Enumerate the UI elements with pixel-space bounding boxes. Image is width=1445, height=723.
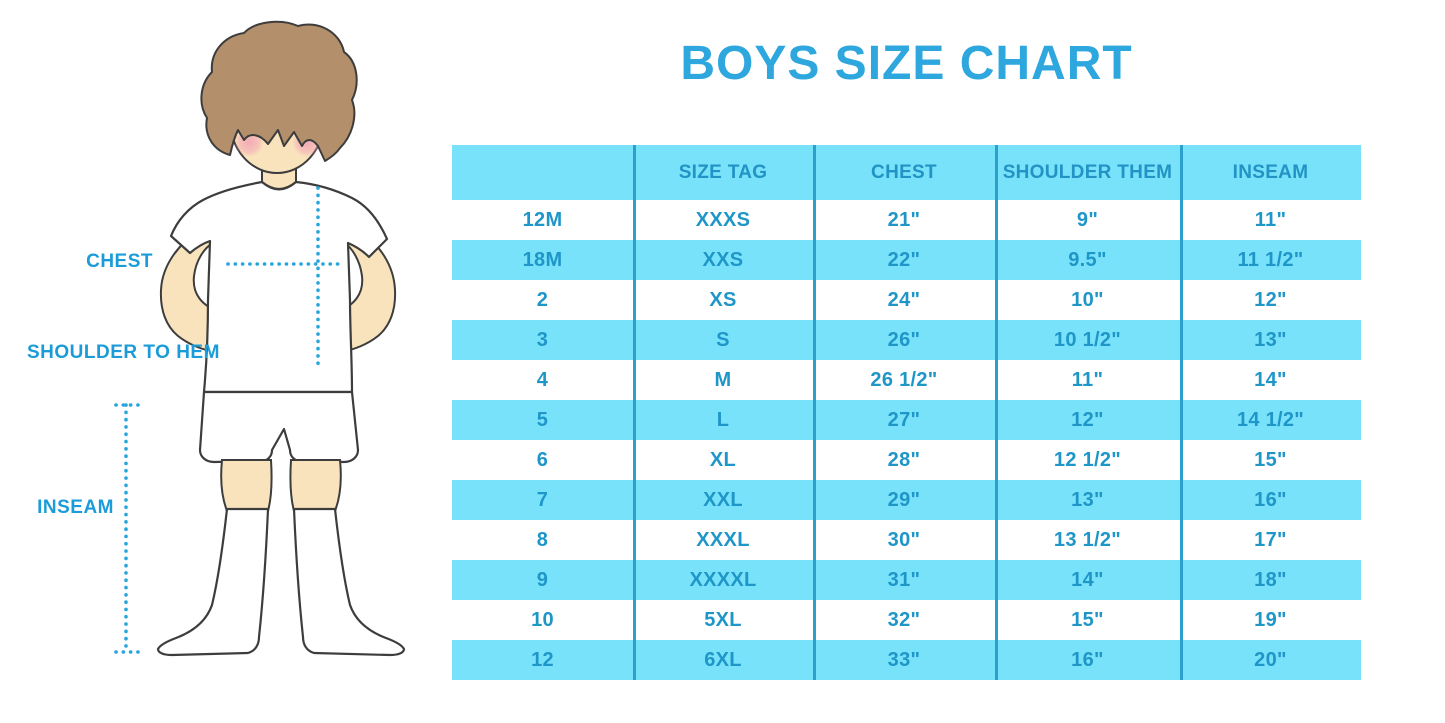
table-cell: 13 1/2" bbox=[995, 520, 1180, 560]
tshirt bbox=[169, 180, 389, 394]
table-cell: 3 bbox=[452, 320, 633, 360]
table-cell: 12" bbox=[995, 400, 1180, 440]
table-cell: 7 bbox=[452, 480, 633, 520]
right-leg bbox=[289, 459, 342, 512]
table-cell: 15" bbox=[995, 600, 1180, 640]
table-cell: 11 1/2" bbox=[1180, 240, 1361, 280]
left-arm bbox=[159, 228, 222, 354]
table-cell: 10" bbox=[995, 280, 1180, 320]
table-cell: 5XL bbox=[633, 600, 813, 640]
table-cell: XXXL bbox=[633, 520, 813, 560]
collar bbox=[261, 181, 297, 191]
chest-label: CHEST bbox=[86, 251, 153, 272]
table-cell: 2 bbox=[452, 280, 633, 320]
header-cell: SHOULDER THEM bbox=[995, 145, 1180, 200]
table-cell: 19" bbox=[1180, 600, 1361, 640]
left-sock bbox=[156, 507, 270, 657]
table-cell: 33" bbox=[813, 640, 995, 680]
table-cell: 26" bbox=[813, 320, 995, 360]
column-separator bbox=[1180, 145, 1183, 680]
table-cell: 12 1/2" bbox=[995, 440, 1180, 480]
table-cell: 8 bbox=[452, 520, 633, 560]
table-cell: 9.5" bbox=[995, 240, 1180, 280]
table-cell: 30" bbox=[813, 520, 995, 560]
table-cell: 14 1/2" bbox=[1180, 400, 1361, 440]
table-cell: 26 1/2" bbox=[813, 360, 995, 400]
table-cell: XS bbox=[633, 280, 813, 320]
shoulder-to-hem-label: SHOULDER TO HEM bbox=[27, 342, 220, 363]
table-cell: 14" bbox=[1180, 360, 1361, 400]
measurement-figure-area: CHEST SHOULDER TO HEM INSEAM bbox=[0, 0, 450, 723]
table-cell: 12 bbox=[452, 640, 633, 680]
table-cell: 18" bbox=[1180, 560, 1361, 600]
table-cell: 11" bbox=[995, 360, 1180, 400]
table-cell: 18M bbox=[452, 240, 633, 280]
table-cell: 11" bbox=[1180, 200, 1361, 240]
table-cell: XL bbox=[633, 440, 813, 480]
page-title: BOYS SIZE CHART bbox=[680, 37, 1133, 90]
table-cell: 20" bbox=[1180, 640, 1361, 680]
table-cell: 12M bbox=[452, 200, 633, 240]
table-cell: 24" bbox=[813, 280, 995, 320]
table-cell: 16" bbox=[995, 640, 1180, 680]
table-cell: 6 bbox=[452, 440, 633, 480]
table-cell: M bbox=[633, 360, 813, 400]
table-cell: 32" bbox=[813, 600, 995, 640]
table-cell: 5 bbox=[452, 400, 633, 440]
left-leg bbox=[220, 459, 273, 512]
table-cell: 9" bbox=[995, 200, 1180, 240]
table-cell: 28" bbox=[813, 440, 995, 480]
table-cell: L bbox=[633, 400, 813, 440]
table-cell: S bbox=[633, 320, 813, 360]
table-cell: 16" bbox=[1180, 480, 1361, 520]
right-sock bbox=[292, 507, 406, 657]
header-cell: INSEAM bbox=[1180, 145, 1361, 200]
table-cell: 6XL bbox=[633, 640, 813, 680]
table-cell: 17" bbox=[1180, 520, 1361, 560]
header-cell bbox=[452, 145, 633, 200]
size-chart-table: SIZE TAG CHEST SHOULDER THEM INSEAM 12M XXXS 2… bbox=[452, 145, 1361, 680]
header-cell: SIZE TAG bbox=[633, 145, 813, 200]
table-cell: 10 bbox=[452, 600, 633, 640]
header-cell: CHEST bbox=[813, 145, 995, 200]
table-cell: 14" bbox=[995, 560, 1180, 600]
table-cell: 31" bbox=[813, 560, 995, 600]
boy-illustration bbox=[114, 20, 406, 657]
table-cell: 29" bbox=[813, 480, 995, 520]
table-cell: 4 bbox=[452, 360, 633, 400]
table-cell: 21" bbox=[813, 200, 995, 240]
table-cell: 10 1/2" bbox=[995, 320, 1180, 360]
table-cell: 27" bbox=[813, 400, 995, 440]
table-cell: XXL bbox=[633, 480, 813, 520]
column-separator bbox=[633, 145, 636, 680]
table-cell: 13" bbox=[995, 480, 1180, 520]
table-cell: 15" bbox=[1180, 440, 1361, 480]
table-cell: 22" bbox=[813, 240, 995, 280]
hair bbox=[200, 20, 358, 162]
measurement-lines bbox=[114, 186, 345, 654]
column-separator bbox=[813, 145, 816, 680]
table-cell: 13" bbox=[1180, 320, 1361, 360]
table-cell: XXXXL bbox=[633, 560, 813, 600]
shorts bbox=[198, 390, 360, 464]
table-cell: 9 bbox=[452, 560, 633, 600]
inseam-label: INSEAM bbox=[37, 497, 114, 518]
table-cell: XXXS bbox=[633, 200, 813, 240]
column-separator bbox=[995, 145, 998, 680]
table-cell: 12" bbox=[1180, 280, 1361, 320]
table-cell: XXS bbox=[633, 240, 813, 280]
